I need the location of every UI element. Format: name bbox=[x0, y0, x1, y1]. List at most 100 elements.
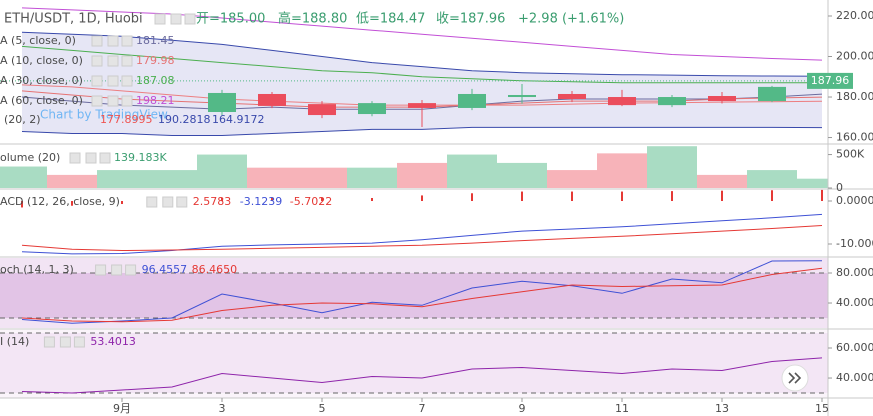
last-price-box bbox=[807, 72, 853, 89]
volume-bar bbox=[547, 170, 597, 188]
legend-label: A (10, close, 0) bbox=[0, 54, 83, 67]
legend-label: A (60, close, 0) bbox=[0, 94, 83, 107]
header-low: 低=184.47 bbox=[356, 12, 425, 27]
volume-bar bbox=[0, 166, 47, 188]
volume-bar bbox=[447, 154, 497, 188]
histogram-bar bbox=[121, 201, 123, 205]
candle-body bbox=[308, 104, 336, 116]
volume-bar bbox=[247, 167, 297, 188]
y-tick-label: 500K bbox=[836, 148, 865, 161]
legend-icon bbox=[184, 13, 196, 25]
x-tick-label: 11 bbox=[615, 402, 629, 415]
legend-icon bbox=[121, 35, 133, 47]
last-price-label: 187.96 bbox=[811, 74, 850, 87]
legend-icon bbox=[107, 75, 119, 87]
volume-bar bbox=[147, 170, 197, 188]
legend-icon bbox=[85, 152, 97, 164]
band-fill bbox=[0, 273, 828, 319]
volume-bar bbox=[347, 167, 397, 188]
legend-label: olume (20) bbox=[0, 151, 60, 164]
x-tick-label: 9月 bbox=[113, 402, 131, 415]
legend-value: 181.45 bbox=[136, 34, 175, 47]
volume-bar bbox=[797, 178, 828, 188]
histogram-bar bbox=[771, 190, 773, 202]
candle-body bbox=[658, 97, 686, 106]
volume-bar bbox=[497, 162, 547, 188]
y-tick-label: 220.00 bbox=[836, 9, 873, 22]
legend-value: 177.8995 bbox=[100, 113, 153, 126]
line bbox=[21, 126, 823, 136]
y-tick-label: 160.00 bbox=[836, 131, 873, 144]
histogram-bar bbox=[71, 201, 73, 206]
scroll-button[interactable] bbox=[781, 364, 809, 392]
histogram-bar bbox=[571, 191, 573, 202]
x-tick-label: 9 bbox=[519, 402, 526, 415]
candle-body bbox=[258, 93, 286, 106]
header-change: +2.98 (+1.61%) bbox=[518, 12, 624, 27]
legend-icon bbox=[146, 196, 158, 208]
volume-bar bbox=[697, 174, 747, 188]
legend-icon bbox=[73, 336, 85, 348]
legend-icon bbox=[69, 152, 81, 164]
legend-icon bbox=[176, 196, 188, 208]
line bbox=[21, 357, 823, 394]
line bbox=[21, 225, 823, 252]
legend-label: ACD (12, 26, close, 9) bbox=[0, 195, 120, 208]
volume-bar bbox=[297, 167, 347, 188]
histogram-bar bbox=[21, 201, 23, 208]
candle-body bbox=[458, 93, 486, 108]
legend-icon bbox=[91, 35, 103, 47]
line bbox=[21, 267, 823, 323]
legend-icon bbox=[121, 55, 133, 67]
candle-body bbox=[558, 93, 586, 100]
candle-body bbox=[708, 96, 736, 102]
watermark: Chart by TradingView bbox=[40, 108, 168, 122]
y-tick-label: 0 bbox=[836, 181, 843, 194]
legend-value: 179.98 bbox=[136, 54, 175, 67]
header-close: 收=187.96 bbox=[436, 12, 505, 27]
y-tick-label: 200.00 bbox=[836, 50, 873, 63]
candle-body bbox=[608, 97, 636, 106]
legend-value: 198.21 bbox=[136, 94, 175, 107]
x-tick-label: 15 bbox=[815, 402, 829, 415]
histogram-bar bbox=[221, 197, 223, 202]
candle-body bbox=[358, 103, 386, 115]
plot bbox=[0, 7, 828, 398]
y-tick-label: -10.0000 bbox=[836, 237, 873, 250]
x-tick-label: 7 bbox=[419, 402, 426, 415]
x-tick-label: 5 bbox=[319, 402, 326, 415]
legend-icon bbox=[95, 264, 107, 276]
legend-label: A (30, close, 0) bbox=[0, 74, 83, 87]
line bbox=[21, 45, 823, 84]
histogram-bar bbox=[321, 197, 323, 202]
legend-icon bbox=[170, 13, 182, 25]
y-tick-label: 0.0000 bbox=[836, 194, 873, 207]
histogram-bar bbox=[721, 190, 723, 202]
legend-icon bbox=[162, 196, 174, 208]
line bbox=[21, 31, 823, 77]
volume-bar bbox=[747, 170, 797, 188]
legend-icon bbox=[125, 264, 137, 276]
legend-icon bbox=[107, 55, 119, 67]
legend-icon bbox=[107, 95, 119, 107]
legend-icon bbox=[43, 336, 55, 348]
legend-icon bbox=[91, 75, 103, 87]
legend-value: 86.4650 bbox=[192, 263, 238, 276]
candle-body bbox=[408, 103, 436, 108]
legend-value: 96.4557 bbox=[142, 263, 188, 276]
legend-icon bbox=[91, 95, 103, 107]
line bbox=[21, 213, 823, 255]
legend-value: 187.08 bbox=[136, 74, 175, 87]
header-open: 开=185.00 bbox=[196, 12, 265, 27]
x-tick-label: 13 bbox=[715, 402, 729, 415]
legend-icon bbox=[59, 336, 71, 348]
histogram-bar bbox=[621, 191, 623, 202]
legend-icon bbox=[121, 75, 133, 87]
legend-value: 164.9172 bbox=[212, 113, 265, 126]
histogram-bar bbox=[371, 197, 373, 202]
legend-icon bbox=[99, 152, 111, 164]
header-high: 高=188.80 bbox=[278, 11, 347, 27]
legend-value: -5.7022 bbox=[290, 195, 332, 208]
histogram-bar bbox=[271, 197, 273, 202]
